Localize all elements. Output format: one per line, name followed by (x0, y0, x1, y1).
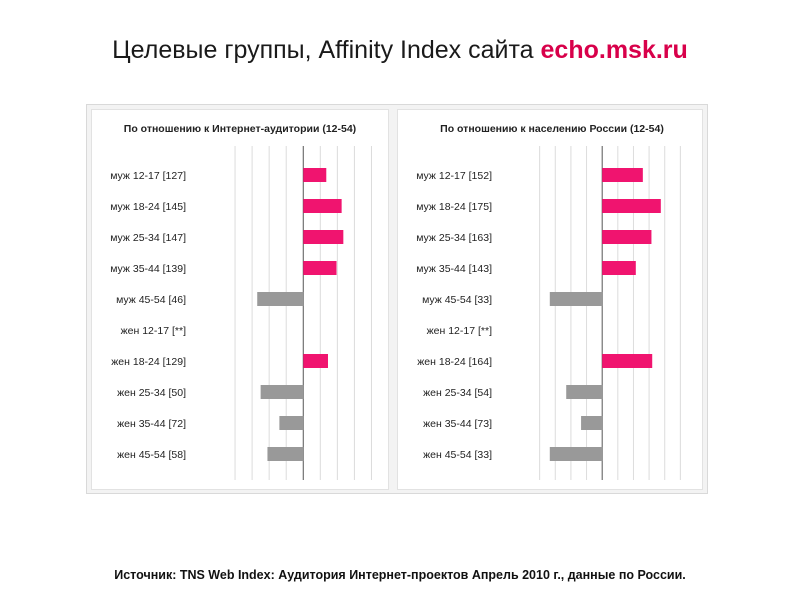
bar (602, 168, 643, 182)
slide-title-site: echo.msk.ru (540, 36, 688, 64)
category-label: муж 45-54 [46] (116, 294, 186, 306)
chart-panel-internet-audience: По отношению к Интернет-аудитории (12-54… (91, 109, 389, 490)
category-label: муж 12-17 [127] (110, 170, 186, 182)
category-label: муж 12-17 [152] (416, 170, 492, 182)
category-label: жен 18-24 [129] (111, 356, 186, 368)
bar (260, 385, 304, 399)
bar (303, 230, 344, 244)
bar (566, 385, 603, 399)
category-label: жен 18-24 [164] (417, 356, 492, 368)
category-label: муж 35-44 [143] (416, 263, 492, 275)
bar (549, 292, 603, 306)
category-label: жен 12-17 [**] (427, 325, 492, 337)
category-label: муж 45-54 [33] (422, 294, 492, 306)
category-label: жен 45-54 [33] (423, 449, 492, 461)
bar (267, 447, 304, 461)
chart-russia-population: По отношению к населению России (12-54) м… (416, 123, 681, 480)
slide-title: Целевые группы, Affinity Index сайта ech… (0, 36, 800, 65)
chart-title: По отношению к населению России (12-54) (440, 123, 664, 135)
category-label: жен 12-17 [**] (121, 325, 186, 337)
category-label: муж 18-24 [145] (110, 201, 186, 213)
bar (303, 199, 342, 213)
category-label: жен 25-34 [54] (423, 387, 492, 399)
bar (303, 261, 337, 275)
bar (303, 354, 328, 368)
chart-title: По отношению к Интернет-аудитории (12-54… (124, 123, 356, 135)
category-label: жен 35-44 [72] (117, 418, 186, 430)
chart-panel-russia-population: По отношению к населению России (12-54) м… (397, 109, 703, 490)
bar (257, 292, 304, 306)
bar (303, 168, 327, 182)
bar (602, 354, 653, 368)
bar (602, 261, 636, 275)
charts-frame: По отношению к Интернет-аудитории (12-54… (86, 104, 708, 494)
bar (279, 416, 304, 430)
source-note: Источник: TNS Web Index: Аудитория Интер… (114, 568, 686, 582)
category-label: муж 35-44 [139] (110, 263, 186, 275)
bar (549, 447, 603, 461)
category-label: жен 25-34 [50] (117, 387, 186, 399)
slide-title-main: Целевые группы, Affinity Index сайта (112, 36, 541, 64)
category-label: муж 25-34 [163] (416, 232, 492, 244)
category-label: муж 18-24 [175] (416, 201, 492, 213)
category-label: жен 45-54 [58] (117, 449, 186, 461)
chart-internet-audience: По отношению к Интернет-аудитории (12-54… (110, 123, 372, 480)
category-label: муж 25-34 [147] (110, 232, 186, 244)
bar (602, 199, 661, 213)
bar (581, 416, 603, 430)
category-label: жен 35-44 [73] (423, 418, 492, 430)
bar (602, 230, 652, 244)
